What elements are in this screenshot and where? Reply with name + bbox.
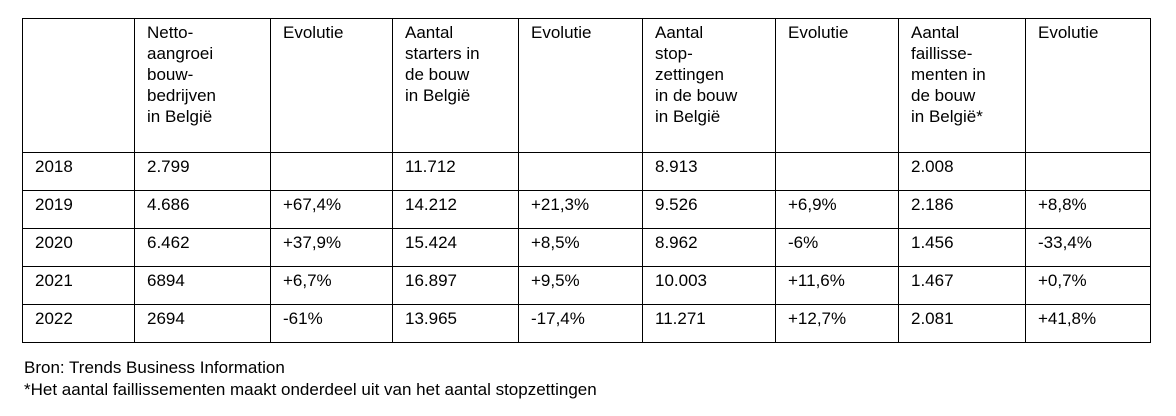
value-cell: 16.897 [392, 266, 519, 305]
header-cell: Aantal stop- zettingen in de bouw in Bel… [642, 18, 776, 153]
value-cell: +67,4% [270, 190, 393, 229]
value-cell: 2.799 [134, 152, 271, 191]
value-cell [775, 152, 899, 191]
value-cell: 9.526 [642, 190, 776, 229]
value-cell: 6894 [134, 266, 271, 305]
value-cell: 8.913 [642, 152, 776, 191]
value-cell: 1.467 [898, 266, 1026, 305]
value-cell [270, 152, 393, 191]
header-cell: Evolutie [775, 18, 899, 153]
value-cell: 2.008 [898, 152, 1026, 191]
header-cell: Aantal faillisse- menten in de bouw in B… [898, 18, 1026, 153]
header-cell: Evolutie [1025, 18, 1151, 153]
header-cell: Aantal starters in de bouw in België [392, 18, 519, 153]
value-cell [518, 152, 643, 191]
header-row: Netto- aangroei bouw- bedrijven in Belgi… [22, 18, 1151, 153]
value-cell: +8,8% [1025, 190, 1151, 229]
header-cell: Netto- aangroei bouw- bedrijven in Belgi… [134, 18, 271, 153]
footnote: *Het aantal faillissementen maakt onderd… [24, 380, 597, 399]
data-row: 2022 2694 -61% 13.965 -17,4% 11.271 +12,7% 2.08… [22, 304, 1151, 343]
value-cell: +21,3% [518, 190, 643, 229]
year-cell: 2019 [22, 190, 135, 229]
value-cell: 10.003 [642, 266, 776, 305]
value-cell: +11,6% [775, 266, 899, 305]
value-cell [1025, 152, 1151, 191]
data-row: 2020 6.462 +37,9% 15.424 +8,5% 8.962 -6% 1.456-… [22, 228, 1151, 267]
source-note: Bron: Trends Business Information [24, 358, 285, 377]
value-cell: +12,7% [775, 304, 899, 343]
year-cell: 2020 [22, 228, 135, 267]
value-cell: 1.456 [898, 228, 1026, 267]
value-cell: +9,5% [518, 266, 643, 305]
value-cell: 6.462 [134, 228, 271, 267]
value-cell: -17,4% [518, 304, 643, 343]
header-cell: Evolutie [518, 18, 643, 153]
value-cell: 2.186 [898, 190, 1026, 229]
value-cell: 15.424 [392, 228, 519, 267]
value-cell: 11.271 [642, 304, 776, 343]
value-cell: 11.712 [392, 152, 519, 191]
value-cell: +8,5% [518, 228, 643, 267]
header-cell: Evolutie [270, 18, 393, 153]
value-cell: +0,7% [1025, 266, 1151, 305]
value-cell: +6,7% [270, 266, 393, 305]
value-cell: +6,9% [775, 190, 899, 229]
value-cell: -6% [775, 228, 899, 267]
value-cell: +37,9% [270, 228, 393, 267]
header-cell [22, 18, 135, 153]
value-cell: 4.686 [134, 190, 271, 229]
value-cell: 8.962 [642, 228, 776, 267]
value-cell: 2694 [134, 304, 271, 343]
data-row: 2021 6894 +6,7% 16.897 +9,5% 10.003 +11,6% 1.46… [22, 266, 1151, 305]
value-cell: 14.212 [392, 190, 519, 229]
value-cell: 2.081 [898, 304, 1026, 343]
year-cell: 2018 [22, 152, 135, 191]
data-table: Netto- aangroei bouw- bedrijven in Belgi… [22, 18, 1151, 343]
data-row: 2019 4.686 +67,4% 14.212 +21,3% 9.526 +6,9% 2.1… [22, 190, 1151, 229]
value-cell: -33,4% [1025, 228, 1151, 267]
data-row: 2018 2.799 11.712 8.913 2.008 [22, 152, 1151, 191]
year-cell: 2022 [22, 304, 135, 343]
value-cell: -61% [270, 304, 393, 343]
year-cell: 2021 [22, 266, 135, 305]
value-cell: +41,8% [1025, 304, 1151, 343]
value-cell: 13.965 [392, 304, 519, 343]
